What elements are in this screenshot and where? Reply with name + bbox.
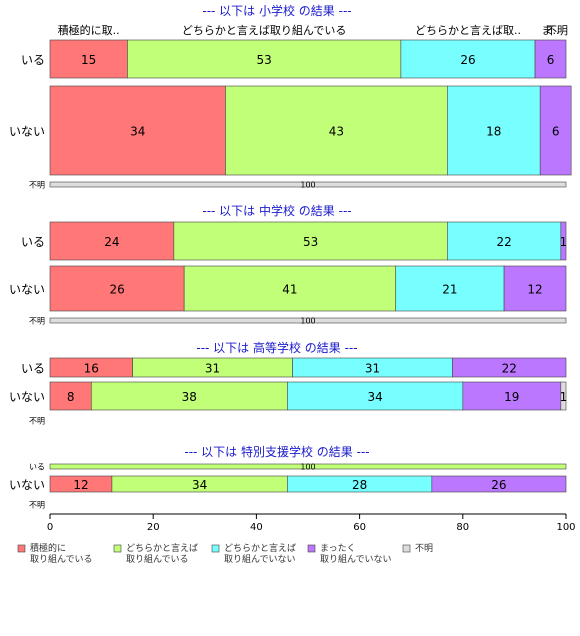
category-header: どちらかと言えば取.. [415, 24, 521, 37]
bar-segment [462, 381, 562, 411]
row-label: いない [9, 390, 45, 404]
group-title: --- 以下は 小学校 の結果 --- [202, 3, 351, 18]
data-label: 6 [552, 125, 560, 139]
data-label: 6 [547, 53, 555, 67]
bar-segment [90, 381, 288, 411]
bar-segment [49, 317, 567, 324]
data-label: 34 [130, 125, 145, 139]
legend-swatch [17, 544, 26, 553]
row-label: いない [9, 283, 45, 297]
data-label: 41 [282, 283, 297, 297]
row-label: 不明 [29, 501, 45, 510]
data-label: 53 [303, 235, 318, 249]
bar-segment [539, 85, 572, 176]
bar-segment [49, 85, 226, 176]
category-header: 積極的に取.. [58, 23, 120, 37]
data-label: 8 [67, 390, 75, 404]
data-label: 53 [256, 53, 271, 67]
data-label: 31 [365, 362, 380, 376]
data-label: 1 [560, 235, 568, 249]
data-label: 26 [460, 53, 475, 67]
data-label: 15 [81, 53, 96, 67]
x-tick-label: 0 [47, 522, 53, 533]
data-label: 18 [486, 125, 501, 139]
x-tick-label: 20 [147, 522, 160, 533]
bar-segment [560, 381, 567, 411]
legend-swatch [113, 544, 122, 553]
legend-label: まったく取り組んでいない [320, 543, 392, 565]
row-label: 不明 [29, 317, 45, 326]
data-label: 22 [502, 362, 517, 376]
row-label: いない [9, 125, 45, 139]
data-label: 100 [300, 181, 315, 190]
bar-segment [49, 463, 567, 470]
x-tick-label: 60 [353, 522, 366, 533]
data-label: 100 [300, 317, 315, 326]
data-label: 43 [329, 125, 344, 139]
category-header: ま.. [542, 24, 560, 37]
data-label: 19 [504, 390, 519, 404]
data-label: 28 [352, 478, 367, 492]
x-tick-label: 80 [456, 522, 469, 533]
row-label: 不明 [29, 181, 45, 190]
bar-segment [287, 381, 464, 411]
bar-segment [49, 221, 175, 261]
row-label: いる [21, 362, 45, 376]
bar-segment [127, 39, 402, 79]
bar-segment [49, 181, 567, 188]
bar-segment [49, 381, 92, 411]
data-label: 34 [192, 478, 207, 492]
bar-segment [173, 221, 448, 261]
category-header: 不明 [546, 24, 568, 37]
bar-segment [534, 39, 567, 79]
data-label: 31 [205, 362, 220, 376]
bar-segment [431, 475, 567, 493]
row-label: いる [21, 53, 45, 67]
data-label: 26 [491, 478, 506, 492]
bar-segment [503, 265, 567, 312]
bar-segment [447, 221, 562, 261]
legend-label: どちらかと言えば取り組んでいない [224, 542, 296, 565]
x-tick-label: 100 [556, 522, 575, 533]
legend-label: 不明 [415, 543, 433, 554]
bar-segment [225, 85, 448, 176]
data-label: 16 [84, 362, 99, 376]
category-header: どちらかと言えば取り組んでいる [182, 24, 346, 37]
bar-segment [560, 221, 567, 261]
data-label: 24 [104, 235, 119, 249]
row-label: いる [21, 235, 45, 249]
legend-swatch [211, 544, 220, 553]
data-label: 26 [109, 283, 124, 297]
data-label: 38 [182, 390, 197, 404]
data-label: 12 [73, 478, 88, 492]
legend-label: どちらかと言えば取り組んでいる [126, 542, 198, 565]
legend-swatch [307, 544, 316, 553]
group-title: --- 以下は 高等学校 の結果 --- [196, 340, 357, 355]
group-title: --- 以下は 特別支援学校 の結果 --- [184, 444, 369, 459]
data-label: 34 [367, 390, 382, 404]
row-label: いる [29, 463, 45, 472]
data-label: 21 [442, 283, 457, 297]
row-label: いない [9, 478, 45, 492]
bar-segment [447, 85, 541, 176]
x-tick-label: 40 [250, 522, 263, 533]
bar-segment [183, 265, 397, 312]
data-label: 12 [527, 283, 542, 297]
data-label: 22 [496, 235, 511, 249]
bar-segment [395, 265, 505, 312]
legend-swatch [402, 544, 411, 553]
data-label: 100 [300, 463, 315, 472]
row-label: 不明 [29, 417, 45, 426]
group-title: --- 以下は 中学校 の結果 --- [202, 203, 351, 218]
data-label: 1 [560, 390, 568, 404]
legend-label: 積極的に取り組んでいる [30, 542, 93, 565]
bar-segment [452, 357, 567, 378]
